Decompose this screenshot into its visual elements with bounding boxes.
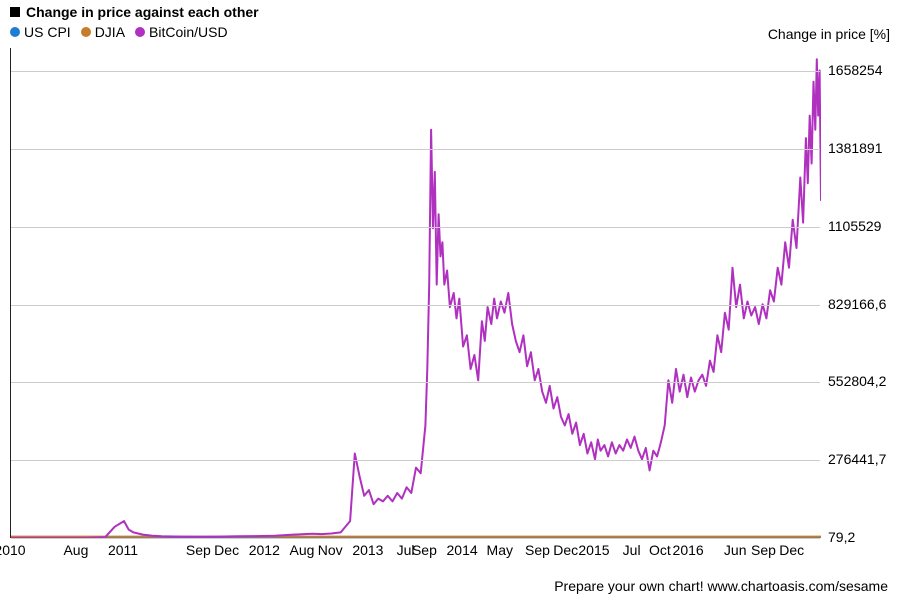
y-tick-label: 829166,6	[828, 296, 886, 312]
chart-legend: US CPI DJIA BitCoin/USD	[10, 24, 234, 40]
x-tick-label: Jul	[623, 542, 641, 558]
x-tick-label: 2015	[578, 542, 609, 558]
x-tick-label: 2010	[0, 542, 26, 558]
x-tick-label: Nov	[318, 542, 343, 558]
gridline	[11, 227, 820, 228]
x-tick-label: Sep	[751, 542, 776, 558]
x-tick-label: Dec	[779, 542, 804, 558]
gridline	[11, 71, 820, 72]
y-axis-title: Change in price [%]	[768, 26, 890, 42]
x-tick-label: Sep	[525, 542, 550, 558]
chart-title-row: Change in price against each other	[10, 4, 259, 20]
gridline	[11, 382, 820, 383]
legend-dot	[81, 27, 91, 37]
legend-item: DJIA	[81, 24, 125, 40]
x-tick-label: Jun	[724, 542, 747, 558]
gridline	[11, 305, 820, 306]
chart-title: Change in price against each other	[26, 4, 259, 20]
y-tick-label: 79,2	[828, 529, 855, 545]
plot-area	[10, 48, 820, 538]
x-tick-label: Aug	[63, 542, 88, 558]
y-tick-label: 1381891	[828, 140, 883, 156]
x-tick-label: 2011	[108, 542, 138, 558]
title-swatch	[10, 7, 20, 17]
footer-text: Prepare your own chart! www.chartoasis.c…	[554, 578, 888, 594]
legend-label: DJIA	[95, 24, 125, 40]
gridline	[11, 538, 820, 539]
x-axis-labels: 2010Aug2011SepDec2012AugNov2013JulSep201…	[10, 542, 820, 562]
legend-dot	[135, 27, 145, 37]
x-tick-label: 2016	[673, 542, 704, 558]
legend-item: US CPI	[10, 24, 71, 40]
x-tick-label: 2012	[249, 542, 280, 558]
x-tick-label: 2014	[447, 542, 478, 558]
x-tick-label: May	[487, 542, 513, 558]
x-tick-label: Dec	[214, 542, 239, 558]
y-tick-label: 276441,7	[828, 451, 886, 467]
chart-container: Change in price against each other US CP…	[0, 0, 900, 600]
gridline	[11, 149, 820, 150]
legend-label: BitCoin/USD	[149, 24, 228, 40]
series-bitcoin	[11, 59, 821, 538]
x-tick-label: 2013	[352, 542, 383, 558]
x-tick-label: Sep	[186, 542, 211, 558]
gridline	[11, 460, 820, 461]
x-tick-label: Dec	[553, 542, 578, 558]
legend-item: BitCoin/USD	[135, 24, 228, 40]
y-tick-label: 552804,2	[828, 373, 886, 389]
x-tick-label: Aug	[290, 542, 315, 558]
series-layer	[11, 48, 821, 538]
x-tick-label: Oct	[649, 542, 671, 558]
legend-dot	[10, 27, 20, 37]
y-tick-label: 1658254	[828, 62, 883, 78]
y-tick-label: 1105529	[828, 218, 881, 234]
x-tick-label: Sep	[412, 542, 437, 558]
legend-label: US CPI	[24, 24, 71, 40]
